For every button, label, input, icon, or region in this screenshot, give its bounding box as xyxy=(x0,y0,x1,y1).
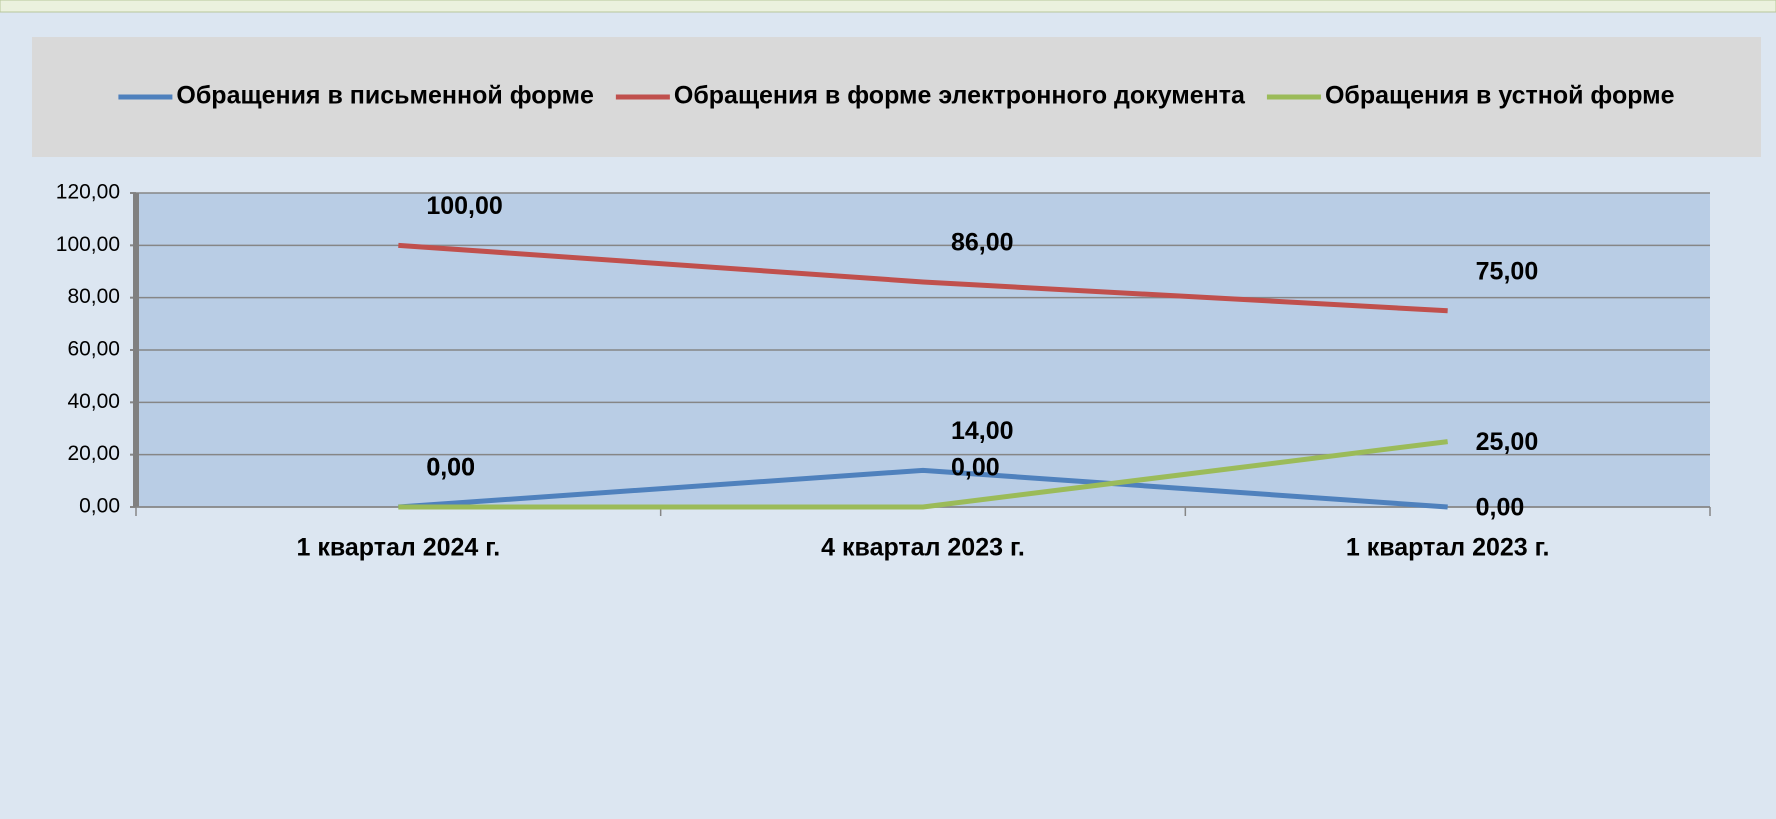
y-tick-label: 0,00 xyxy=(79,495,120,518)
y-tick-label: 120,00 xyxy=(56,181,120,204)
y-tick-label: 80,00 xyxy=(67,285,120,308)
data-label: 100,00 xyxy=(426,192,502,220)
series-line xyxy=(398,467,1448,510)
legend-box xyxy=(32,37,1761,157)
x-tick-label: 1 квартал 2024 г. xyxy=(297,534,501,562)
y-tick-label: 20,00 xyxy=(67,442,120,465)
x-tick-label: 4 квартал 2023 г. xyxy=(821,534,1025,562)
y-tick-label: 40,00 xyxy=(67,390,120,413)
data-label: 75,00 xyxy=(1476,257,1539,285)
data-label: 0,00 xyxy=(951,454,1000,482)
series-line xyxy=(398,242,1448,314)
data-label: 0,00 xyxy=(1476,494,1525,522)
x-tick-label: 1 квартал 2023 г. xyxy=(1346,534,1550,562)
y-tick-label: 60,00 xyxy=(67,338,120,361)
data-label: 0,00 xyxy=(426,454,475,482)
data-label: 14,00 xyxy=(951,417,1014,445)
legend-label: Обращения в устной форме xyxy=(1325,82,1675,110)
data-label: 25,00 xyxy=(1476,428,1539,456)
data-label: 86,00 xyxy=(951,229,1014,257)
y-tick-label: 100,00 xyxy=(56,233,120,256)
legend-label: Обращения в письменной форме xyxy=(176,82,594,110)
data-label: 0,00 xyxy=(426,454,475,482)
legend-label: Обращения в форме электронного документа xyxy=(674,82,1246,110)
series-line xyxy=(398,439,1448,510)
top-strip xyxy=(0,0,1776,13)
